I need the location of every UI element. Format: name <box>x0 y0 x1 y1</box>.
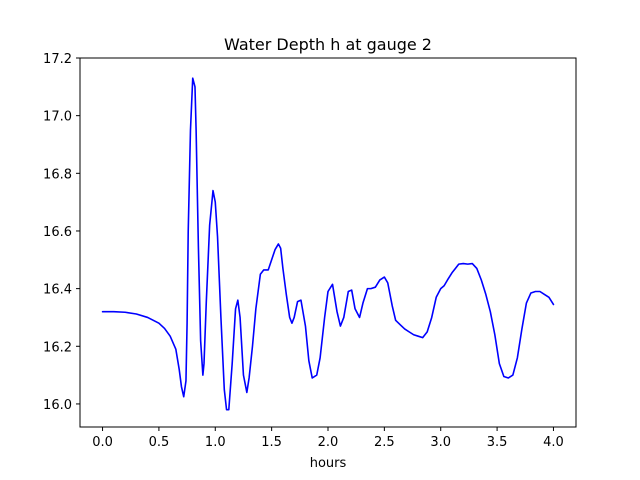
x-tick-label: 0.5 <box>149 435 170 450</box>
x-tick-label: 3.0 <box>430 435 451 450</box>
x-tick-label: 0.0 <box>92 435 113 450</box>
y-tick-label: 17.2 <box>43 52 72 67</box>
y-tick-label: 16.0 <box>43 398 72 413</box>
x-tick-label: 3.5 <box>487 435 508 450</box>
y-tick-label: 16.8 <box>43 167 72 182</box>
x-tick-label: 2.0 <box>318 435 339 450</box>
series-line-0 <box>101 77 555 411</box>
x-tick-label: 4.0 <box>543 435 564 450</box>
y-tick-label: 17.0 <box>43 110 72 125</box>
x-axis-title: hours <box>310 456 347 471</box>
x-tick-label: 1.0 <box>205 435 226 450</box>
label-layer: Water Depth h at gauge 2 hours <box>224 35 432 471</box>
x-tick-label: 2.5 <box>374 435 395 450</box>
y-tick-label: 16.4 <box>43 283 72 298</box>
chart-title: Water Depth h at gauge 2 <box>224 35 432 54</box>
y-tick-label: 16.6 <box>43 225 72 240</box>
y-tick-label: 16.2 <box>43 340 72 355</box>
x-tick-label: 1.5 <box>261 435 282 450</box>
tick-layer: 0.0 0.5 1.0 1.5 2.0 2.5 3.0 3.5 4.0 16.0 16.2 16.4 1… <box>43 52 564 450</box>
